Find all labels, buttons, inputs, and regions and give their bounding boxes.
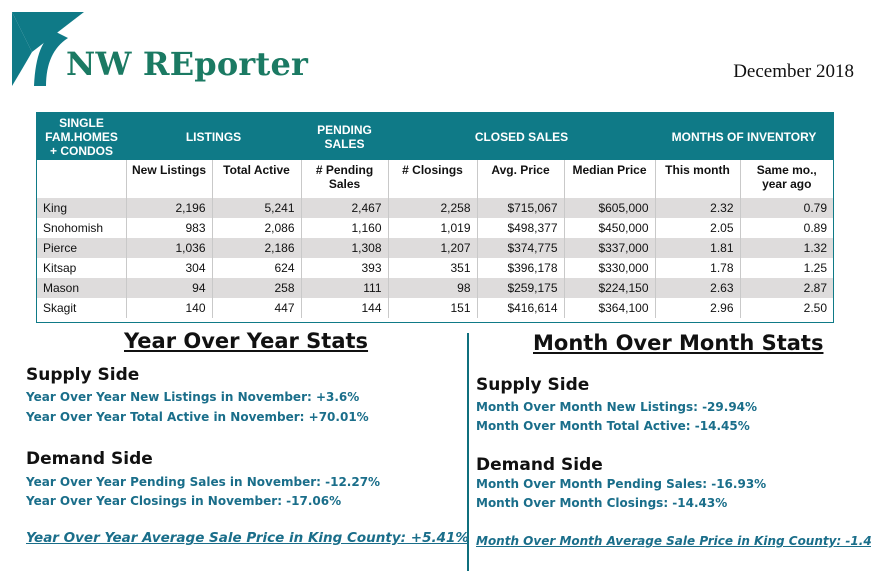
cell-median-price: $605,000 — [563, 198, 655, 218]
yoy-total-active-stat: Year Over Year Total Active in November:… — [26, 410, 369, 424]
cell-county: Mason — [37, 278, 126, 298]
cell-closings: 1,207 — [387, 238, 477, 258]
cell-new-listings: 304 — [125, 258, 212, 278]
mom-closings-stat: Month Over Month Closings: -14.43% — [476, 496, 728, 510]
cell-county: Skagit — [37, 298, 126, 318]
cell-closings: 1,019 — [387, 218, 477, 238]
column-divider — [467, 333, 469, 571]
cell-this-month: 1.78 — [654, 258, 740, 278]
group-header-pending: PENDING SALES — [301, 113, 388, 160]
mom-supply-heading: Supply Side — [476, 375, 590, 395]
yoy-title: Year Over Year Stats — [124, 329, 369, 353]
mom-new-listings-stat: Month Over Month New Listings: -29.94% — [476, 400, 758, 414]
group-header-closed: CLOSED SALES — [388, 113, 655, 160]
table-row: Pierce 1,036 2,186 1,308 1,207 $374,775 … — [37, 238, 833, 258]
cell-same-month: 0.89 — [739, 218, 833, 238]
table-row: King 2,196 5,241 2,467 2,258 $715,067 $6… — [37, 198, 833, 218]
table-row: Kitsap 304 624 393 351 $396,178 $330,000… — [37, 258, 833, 278]
cell-new-listings: 983 — [125, 218, 212, 238]
table-row: Skagit 140 447 144 151 $416,614 $364,100… — [37, 298, 833, 318]
cell-pending: 1,308 — [300, 238, 388, 258]
cell-new-listings: 1,036 — [125, 238, 212, 258]
cell-this-month: 1.81 — [654, 238, 740, 258]
cell-same-month: 2.87 — [739, 278, 833, 298]
cell-pending: 111 — [300, 278, 388, 298]
cell-new-listings: 140 — [125, 298, 212, 318]
report-date: December 2018 — [733, 61, 854, 82]
cell-county: Snohomish — [37, 218, 126, 238]
cell-closings: 151 — [387, 298, 477, 318]
cell-avg-price: $259,175 — [476, 278, 564, 298]
nw-reporter-logo-icon — [12, 12, 84, 86]
table-row: Snohomish 983 2,086 1,160 1,019 $498,377… — [37, 218, 833, 238]
column-header-pending: # Pending Sales — [300, 160, 388, 198]
cell-total-active: 5,241 — [211, 198, 301, 218]
cell-avg-price: $396,178 — [476, 258, 564, 278]
yoy-closings-stat: Year Over Year Closings in November: -17… — [26, 494, 342, 508]
mom-demand-heading: Demand Side — [476, 455, 603, 475]
cell-same-month: 0.79 — [739, 198, 833, 218]
cell-median-price: $364,100 — [563, 298, 655, 318]
mom-pending-sales-stat: Month Over Month Pending Sales: -16.93% — [476, 477, 767, 491]
cell-pending: 144 — [300, 298, 388, 318]
column-header-county — [37, 160, 126, 198]
cell-total-active: 2,086 — [211, 218, 301, 238]
cell-this-month: 2.05 — [654, 218, 740, 238]
yoy-king-avg-price-stat: Year Over Year Average Sale Price in Kin… — [26, 530, 469, 546]
cell-median-price: $330,000 — [563, 258, 655, 278]
cell-avg-price: $498,377 — [476, 218, 564, 238]
mom-title: Month Over Month Stats — [533, 331, 824, 355]
cell-avg-price: $374,775 — [476, 238, 564, 258]
cell-county: Kitsap — [37, 258, 126, 278]
table-row: Mason 94 258 111 98 $259,175 $224,150 2.… — [37, 278, 833, 298]
column-header-same-month: Same mo., year ago — [739, 160, 833, 198]
cell-total-active: 2,186 — [211, 238, 301, 258]
column-header-new-listings: New Listings — [125, 160, 212, 198]
cell-this-month: 2.32 — [654, 198, 740, 218]
cell-closings: 98 — [387, 278, 477, 298]
cell-avg-price: $416,614 — [476, 298, 564, 318]
cell-pending: 2,467 — [300, 198, 388, 218]
group-header-listings: LISTINGS — [126, 113, 301, 160]
column-header-closings: # Closings — [387, 160, 477, 198]
cell-new-listings: 2,196 — [125, 198, 212, 218]
cell-closings: 2,258 — [387, 198, 477, 218]
cell-county: King — [37, 198, 126, 218]
cell-total-active: 258 — [211, 278, 301, 298]
yoy-demand-heading: Demand Side — [26, 449, 153, 469]
column-header-median-price: Median Price — [563, 160, 655, 198]
cell-median-price: $450,000 — [563, 218, 655, 238]
group-header-row: SINGLE FAM.HOMES + CONDOS LISTINGS PENDI… — [37, 113, 833, 160]
cell-median-price: $224,150 — [563, 278, 655, 298]
cell-new-listings: 94 — [125, 278, 212, 298]
cell-closings: 351 — [387, 258, 477, 278]
mom-total-active-stat: Month Over Month Total Active: -14.45% — [476, 419, 750, 433]
column-header-row: New Listings Total Active # Pending Sale… — [37, 160, 833, 198]
cell-this-month: 2.63 — [654, 278, 740, 298]
cell-total-active: 447 — [211, 298, 301, 318]
cell-same-month: 1.25 — [739, 258, 833, 278]
cell-total-active: 624 — [211, 258, 301, 278]
cell-pending: 1,160 — [300, 218, 388, 238]
yoy-pending-sales-stat: Year Over Year Pending Sales in November… — [26, 475, 381, 489]
group-header-inventory: MONTHS OF INVENTORY — [655, 113, 833, 160]
cell-pending: 393 — [300, 258, 388, 278]
yoy-new-listings-stat: Year Over Year New Listings in November:… — [26, 390, 360, 404]
group-header-category: SINGLE FAM.HOMES + CONDOS — [37, 113, 126, 160]
yoy-supply-heading: Supply Side — [26, 365, 140, 385]
cell-avg-price: $715,067 — [476, 198, 564, 218]
cell-county: Pierce — [37, 238, 126, 258]
column-header-total-active: Total Active — [211, 160, 301, 198]
brand-title: NW REporter — [66, 45, 309, 83]
cell-same-month: 2.50 — [739, 298, 833, 318]
cell-same-month: 1.32 — [739, 238, 833, 258]
column-header-this-month: This month — [654, 160, 740, 198]
market-stats-table: SINGLE FAM.HOMES + CONDOS LISTINGS PENDI… — [37, 113, 833, 318]
cell-median-price: $337,000 — [563, 238, 655, 258]
cell-this-month: 2.96 — [654, 298, 740, 318]
mom-king-avg-price-stat: Month Over Month Average Sale Price in K… — [476, 534, 871, 548]
column-header-avg-price: Avg. Price — [476, 160, 564, 198]
